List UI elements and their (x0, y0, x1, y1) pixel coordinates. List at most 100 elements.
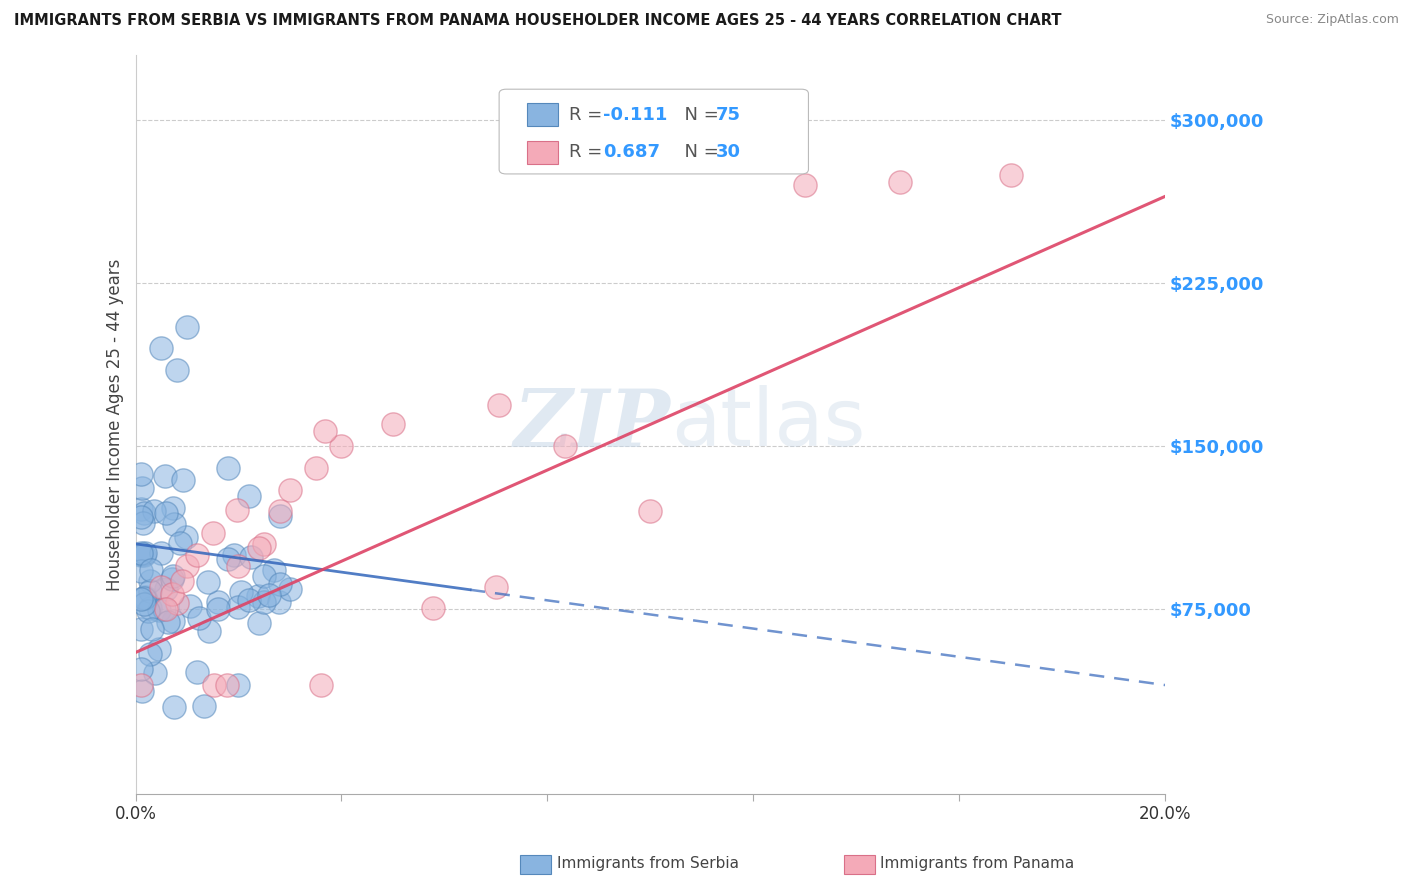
Text: -0.111: -0.111 (603, 105, 668, 123)
Point (202, 678, 225, 692)
Text: 0.687: 0.687 (603, 144, 661, 161)
Text: Source: ZipAtlas.com: Source: ZipAtlas.com (1265, 13, 1399, 27)
Point (217, 460, 239, 475)
Point (314, 425, 336, 439)
Point (131, 547, 153, 561)
Point (138, 648, 160, 662)
Point (157, 615, 180, 630)
Point (132, 506, 155, 520)
Point (148, 603, 170, 617)
Point (129, 622, 152, 636)
Point (278, 483, 301, 497)
Point (305, 460, 328, 475)
Point (139, 600, 162, 615)
Point (148, 641, 170, 656)
Point (129, 467, 152, 482)
Point (228, 599, 250, 614)
Text: R =: R = (569, 105, 609, 123)
Point (139, 583, 162, 598)
Point (155, 602, 177, 616)
Y-axis label: Householder Income Ages 25 - 44 years: Householder Income Ages 25 - 44 years (107, 258, 124, 591)
Point (554, 439, 576, 453)
Point (330, 439, 353, 453)
Point (269, 595, 291, 609)
Text: ZIP: ZIP (515, 385, 671, 463)
Point (162, 614, 184, 628)
Point (174, 530, 197, 544)
Point (131, 481, 153, 495)
Point (129, 502, 152, 516)
Point (139, 563, 162, 577)
Point (197, 574, 219, 589)
Point (217, 552, 239, 566)
Point (162, 569, 184, 583)
Point (249, 616, 271, 631)
Text: 30: 30 (716, 144, 741, 161)
Point (187, 611, 209, 625)
Point (186, 665, 208, 679)
Point (381, 417, 404, 432)
Point (1000, 168, 1022, 182)
Point (240, 550, 263, 565)
Point (170, 574, 193, 588)
Point (169, 536, 191, 550)
Point (793, 178, 815, 193)
Point (132, 548, 155, 562)
Point (129, 549, 152, 563)
Point (253, 537, 276, 551)
Point (129, 678, 152, 692)
Point (193, 698, 215, 713)
Point (201, 526, 224, 541)
Point (136, 604, 159, 618)
Point (138, 574, 160, 589)
Point (238, 592, 260, 607)
Point (640, 504, 662, 518)
Point (278, 582, 301, 596)
Point (485, 580, 508, 594)
Point (163, 516, 186, 531)
Point (228, 678, 250, 692)
Point (488, 398, 510, 412)
Point (143, 504, 166, 518)
Point (215, 678, 238, 692)
Point (129, 662, 152, 676)
Text: R =: R = (569, 144, 609, 161)
Point (129, 546, 152, 560)
Point (155, 469, 177, 483)
Point (152, 602, 174, 616)
Point (134, 590, 156, 604)
Point (162, 500, 184, 515)
Point (166, 363, 188, 377)
Point (129, 509, 152, 524)
Point (162, 572, 184, 586)
Point (150, 342, 173, 356)
Point (176, 558, 198, 573)
Point (422, 601, 444, 615)
Text: atlas: atlas (671, 385, 865, 464)
Point (246, 589, 269, 603)
Text: Immigrants from Serbia: Immigrants from Serbia (557, 856, 738, 871)
Point (186, 548, 208, 562)
Point (224, 548, 246, 562)
Point (229, 584, 252, 599)
Point (129, 564, 152, 578)
Text: 75: 75 (716, 105, 741, 123)
Point (247, 541, 270, 556)
Point (134, 546, 156, 560)
Point (129, 591, 152, 606)
Point (179, 599, 201, 614)
Text: N =: N = (673, 105, 725, 123)
Point (155, 506, 177, 520)
Point (143, 665, 166, 680)
Point (263, 564, 285, 578)
Point (225, 503, 247, 517)
Point (132, 591, 155, 605)
Point (134, 597, 156, 611)
Point (166, 595, 188, 609)
Point (253, 569, 276, 583)
Point (131, 684, 153, 698)
Point (207, 594, 229, 608)
Text: N =: N = (673, 144, 725, 161)
Point (163, 699, 186, 714)
Point (176, 319, 198, 334)
